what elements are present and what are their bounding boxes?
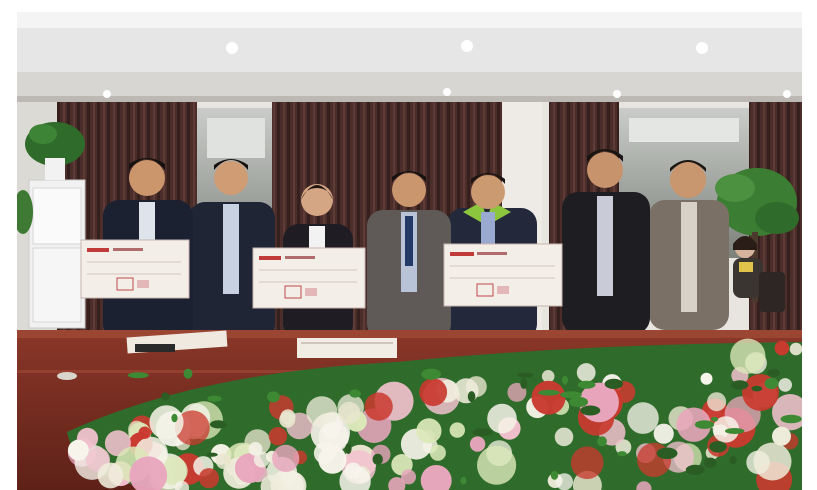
cheque-2 [253,248,365,308]
flower-leaf [704,458,716,468]
flower-bloom [532,381,566,415]
flower-leaf [128,372,149,378]
flower-leaf [657,448,678,460]
flower-leaf [349,390,360,398]
flower-leaf [373,454,383,465]
flower-bloom [556,473,573,490]
side-furniture [17,102,85,342]
flower-leaf [171,414,177,423]
flower-leaf [161,392,169,400]
flower-bloom [254,452,270,468]
flower-bloom [790,343,802,356]
flower-bloom [577,363,596,382]
flower-bloom [470,436,485,451]
flower-bloom [430,445,446,461]
flower-leaf [538,390,559,396]
flower-leaf [725,428,744,434]
flower-bloom [701,373,713,385]
flower-leaf [569,397,588,407]
flower-bloom [401,469,416,484]
flower-bloom [416,418,441,443]
flower-bloom [487,404,517,434]
flower-bloom [419,378,447,406]
flower-bloom [199,468,219,488]
flower-bloom [754,443,792,481]
flower-leaf [520,378,527,389]
flower-bloom [279,412,295,428]
ceiling [17,12,802,102]
flower-bloom [555,428,574,447]
flower-leaf [421,369,441,380]
flower-leaf [184,369,193,379]
flower-leaf [578,381,596,389]
flower-bloom [778,378,792,392]
flower-leaf [695,420,714,429]
flower-leaf [207,396,221,402]
flower-bloom [707,392,726,411]
flower-leaf [765,378,779,389]
flower-bloom [477,446,516,485]
flower-leaf [518,373,534,378]
flower-leaf [686,465,705,475]
cheques [81,240,562,308]
flower-bloom [775,341,790,356]
flower-leaf [210,420,226,428]
flower-leaf [605,379,623,389]
flower-leaf [752,386,763,392]
cheque-3 [444,244,562,306]
flower-bloom [338,402,360,424]
flower-bloom [272,445,299,472]
flower-bloom [365,393,393,421]
flower-leaf [267,391,280,402]
flower-leaf [472,428,492,436]
flower-bloom [314,442,336,464]
flower-bloom [654,424,674,444]
flower-bloom [450,422,465,437]
flower-leaf [767,369,780,377]
flower-bloom [149,405,183,439]
flower-leaf [345,443,351,454]
photo [17,12,802,490]
flower-leaf [617,451,626,456]
flower-leaf [711,417,718,422]
flower-leaf [709,441,727,452]
flower-bloom [571,447,604,480]
flower-leaf [460,477,466,485]
meeting-room-scene [17,12,802,490]
flower-leaf [730,456,737,464]
flower-leaf [580,406,600,416]
flower-bloom [98,463,124,489]
flower-leaf [206,453,218,457]
flower-bloom [216,454,231,469]
flower-bloom [345,463,362,480]
flower-bloom [269,427,287,445]
flower-leaf [731,380,748,389]
flower-bloom [627,402,659,434]
flower-leaf [468,391,476,402]
cheque-1 [81,240,189,298]
flower-bloom [139,427,151,439]
flower-leaf [551,471,558,480]
flower-leaf [562,376,568,385]
flower-bloom [730,339,765,374]
flower-leaf [597,436,607,446]
flower-bloom [772,427,791,446]
flower-bloom [454,378,479,403]
flower-bloom [68,440,89,461]
flower-leaf [781,415,802,424]
